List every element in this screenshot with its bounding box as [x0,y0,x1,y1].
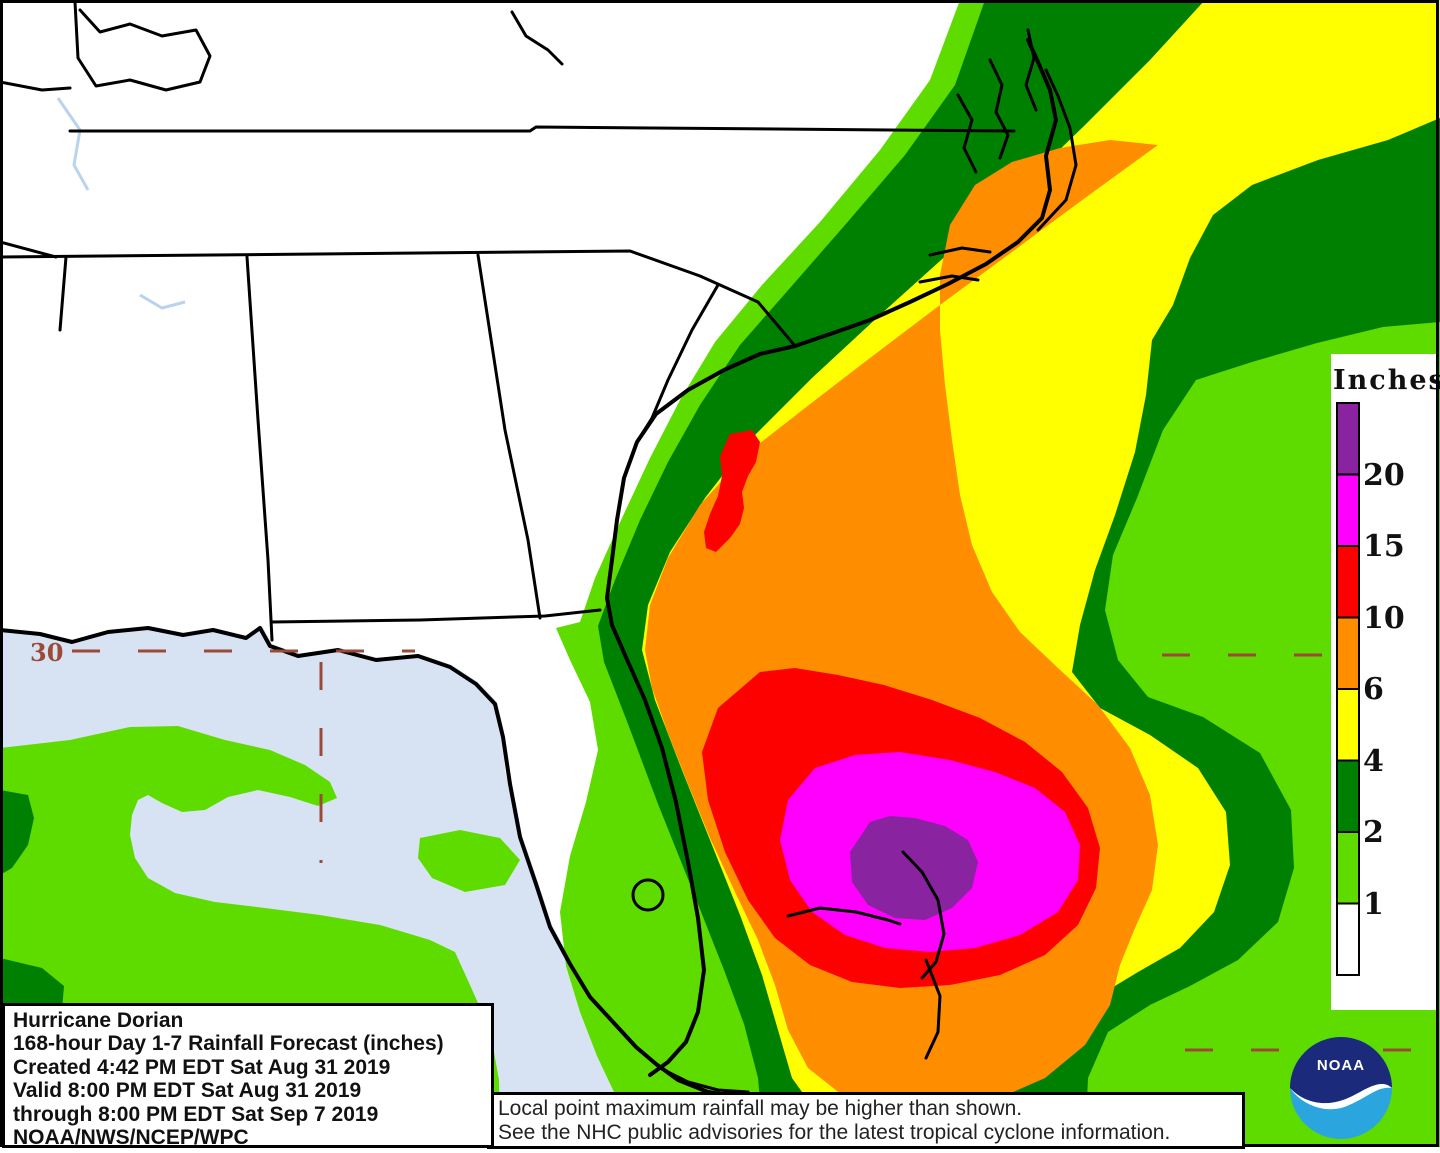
rain-band-gt20in [850,816,978,920]
legend-tick-labels: 20 15 10 6 4 2 1 [1363,458,1405,922]
chesapeake-squiggle-1 [988,58,1010,160]
noaa-logo-top-half [1290,1037,1392,1104]
legend-swatch-10-15 [1336,545,1360,619]
kentucky-river-fragment [510,10,564,66]
pamlico-sound-river-2 [918,274,980,284]
legend: Inches 20 15 10 6 4 2 1 [1331,354,1440,1010]
storm-title: Hurricane Dorian [13,1009,184,1032]
noaa-logo-gull-icon [1290,1083,1392,1110]
chesapeake-squiggle-3 [956,93,978,174]
disclaimer-line-2: See the NHC public advisories for the la… [498,1121,1171,1144]
coastline-and-borders [0,0,1102,1148]
gulf-coastline [0,626,737,1098]
state-border-tennessee-south [0,249,797,348]
through-timestamp: through 8:00 PM EDT Sat Sep 7 2019 [13,1102,379,1126]
missouri-bootheel [73,0,212,92]
noaa-logo-text: NOAA [1317,1057,1365,1074]
pamlico-sound-river-1 [928,246,992,257]
disclaimer-note-box: Local point maximum rainfall may be high… [487,1092,1245,1149]
latitude-30-label: 30 [30,638,63,667]
bahamas-eleuthera [924,958,942,1060]
state-border-florida-north [270,608,602,624]
state-border-alabama-georgia [476,253,542,620]
forecast-info-box: Hurricane Dorian 168-hour Day 1-7 Rainfa… [2,1003,494,1150]
rain-streak-georgia-red [704,430,760,552]
rain-blob-gulf-small-light-green [418,830,520,892]
state-border-arkansas-fragment [0,240,68,332]
forecast-subtitle: 168-hour Day 1-7 Rainfall Forecast (inch… [13,1032,444,1056]
legend-swatch-2-4 [1336,759,1360,833]
chesapeake-squiggle-2 [1024,28,1038,112]
legend-label-15: 15 [1363,529,1405,564]
state-border-kentucky-virginia [68,125,1016,133]
noaa-logo: NOAA [1290,1037,1392,1139]
agency-attribution: NOAA/NWS/NCEP/WPC [13,1126,249,1150]
legend-label-20: 20 [1363,458,1405,493]
rain-lt1in-florida-patch [503,690,568,812]
created-timestamp: Created 4:42 PM EDT Sat Aug 31 2019 [13,1055,391,1079]
legend-swatch-lt1 [1336,902,1360,976]
river-lines [56,97,186,310]
state-border-mississippi-alabama [245,255,274,642]
florida-keys [638,1048,750,1094]
state-border-west-fragment [0,80,72,92]
legend-label-1: 1 [1363,887,1384,922]
disclaimer-line-1: Local point maximum rainfall may be high… [498,1097,1023,1120]
bahamas-abaco [901,850,946,980]
state-border-georgia-southcarolina [635,283,720,444]
legend-label-10: 10 [1363,601,1405,636]
legend-swatch-15-20 [1336,473,1360,547]
legend-swatch-6-10 [1336,616,1360,690]
legend-label-4: 4 [1363,744,1384,779]
legend-title: Inches [1333,365,1440,396]
valid-timestamp: Valid 8:00 PM EDT Sat Aug 31 2019 [13,1079,362,1103]
outer-banks [1036,68,1078,232]
legend-swatch-4-6 [1336,688,1360,762]
legend-label-6: 6 [1363,672,1384,707]
graticule-lines [72,649,1437,1052]
legend-label-2: 2 [1363,815,1384,850]
bahamas-grand-bahama [786,906,902,926]
legend-color-bar [1336,402,1360,976]
legend-swatch-gt20 [1336,402,1360,476]
lake-okeechobee [631,878,665,912]
southeast-atlantic-coastline [605,38,1058,600]
florida-atlantic-coastline [605,596,706,1077]
rain-blob-gulf-dark-green-west [0,790,34,875]
legend-swatch-1-2 [1336,831,1360,905]
